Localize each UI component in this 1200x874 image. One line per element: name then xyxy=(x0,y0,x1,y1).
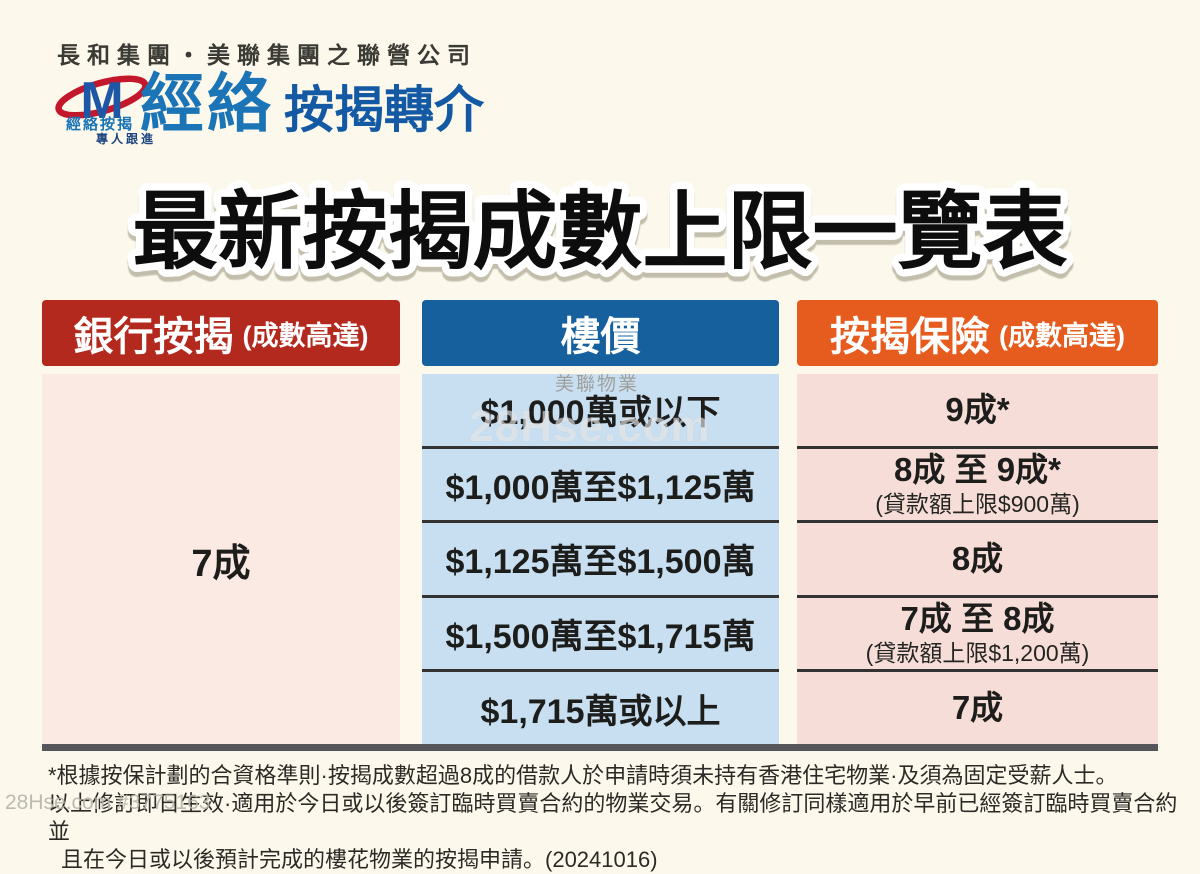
insurance-value: 8成 xyxy=(951,540,1004,578)
insurance-row: 7成 至 8成 (貸款額上限$1,200萬) xyxy=(797,594,1158,670)
footnote-line: *根據按保計劃的合資格準則·按揭成數超過8成的借款人於申請時須未持有香港住宅物業… xyxy=(48,763,1118,788)
footnote-line: 且在今日或以後預計完成的樓花物業的按揭申請。(20241016) xyxy=(61,847,658,872)
poster-title-block: 最新按揭成數上限一覽表 xyxy=(125,178,1075,288)
price-cells: $1,000萬或以下 $1,000萬至$1,125萬 $1,125萬至$1,50… xyxy=(422,374,779,744)
watermark-28hse-ghost: 28Hse.com xyxy=(469,402,711,451)
header-bank-label: 銀行按揭 xyxy=(73,315,234,359)
ltv-table: 銀行按揭 (成數高達) 7成 樓價 $1,000萬或以下 $1,000萬至$1,… xyxy=(42,300,1158,752)
price-value: $1,000萬或以下 xyxy=(480,394,721,433)
insurance-cap-note: (貸款額上限$1,200萬) xyxy=(865,640,1090,667)
header-bank-note: (成數高達) xyxy=(242,320,369,351)
price-row: $1,500萬至$1,715萬 xyxy=(422,594,779,670)
column-header-insurance: 按揭保險 (成數高達) xyxy=(797,300,1158,366)
mreferral-logo: M xyxy=(55,72,149,130)
header-price-label: 樓價 xyxy=(560,315,641,359)
footnote: *根據按保計劃的合資格準則·按揭成數超過8成的借款人於申請時須未持有香港住宅物業… xyxy=(48,762,1178,874)
brand-name-main: 經絡 xyxy=(140,68,274,140)
column-header-price: 樓價 xyxy=(422,300,779,366)
insurance-row: 9成* xyxy=(797,374,1158,446)
table-bottom-rule xyxy=(42,744,1158,751)
price-row: $1,715萬或以上 xyxy=(422,669,779,744)
price-value: $1,715萬或以上 xyxy=(480,692,721,731)
insurance-value: 9成* xyxy=(945,390,1010,428)
logo-m-letter: M xyxy=(80,72,123,130)
insurance-cap-note: (貸款額上限$900萬) xyxy=(875,491,1080,518)
price-value: $1,125萬至$1,500萬 xyxy=(445,543,756,582)
column-bank-mortgage: 銀行按揭 (成數高達) 7成 xyxy=(42,300,400,744)
watermark-28hse-id: 28Hse.com #3775163 xyxy=(5,791,211,814)
column-header-bank: 銀行按揭 (成數高達) xyxy=(42,300,400,366)
logo-subtext-slogan: 專人跟進 xyxy=(96,132,157,146)
poster-title: 最新按揭成數上限一覽表 xyxy=(132,185,1067,280)
logo-swoosh-icon xyxy=(55,75,149,119)
watermark-midland: 美聯物業 xyxy=(554,374,640,395)
insurance-row: 8成 xyxy=(797,520,1158,595)
price-value: $1,000萬至$1,125萬 xyxy=(445,468,756,507)
column-property-price: 樓價 $1,000萬或以下 $1,000萬至$1,125萬 $1,125萬至$1… xyxy=(422,300,779,744)
bank-ratio-cell: 7成 xyxy=(42,374,400,744)
price-row: $1,125萬至$1,500萬 xyxy=(422,520,779,595)
price-row: $1,000萬至$1,125萬 xyxy=(422,445,779,521)
brand-name: 經絡 按揭轉介 xyxy=(140,70,484,136)
price-value: $1,500萬至$1,715萬 xyxy=(445,618,756,657)
insurance-value: 7成 至 8成 xyxy=(900,600,1055,638)
header-insurance-label: 按揭保險 xyxy=(830,315,990,359)
price-row: $1,000萬或以下 xyxy=(422,374,779,446)
logo-subtext-brand: 經絡按揭 xyxy=(66,116,135,133)
insurance-row: 8成 至 9成* (貸款額上限$900萬) xyxy=(797,445,1158,521)
insurance-row: 7成 xyxy=(797,669,1158,744)
column-mortgage-insurance: 按揭保險 (成數高達) 9成* 8成 至 9成* (貸款額上限$900萬) 8成… xyxy=(797,300,1158,744)
company-tagline: 長和集團・美聯集團之聯營公司 xyxy=(57,43,477,68)
insurance-value: 7成 xyxy=(951,689,1004,727)
bank-ratio-value: 7成 xyxy=(191,542,251,585)
insurance-cells: 9成* 8成 至 9成* (貸款額上限$900萬) 8成 7成 至 8成 (貸款… xyxy=(797,374,1158,744)
header-insurance-note: (成數高達) xyxy=(999,320,1125,351)
footnote-line: 以上修訂即日生效·適用於今日或以後簽訂臨時買賣合約的物業交易。有關修訂同樣適用於… xyxy=(48,791,1178,844)
insurance-value: 8成 至 9成* xyxy=(894,451,1061,489)
brand-name-rest: 按揭轉介 xyxy=(284,82,484,138)
